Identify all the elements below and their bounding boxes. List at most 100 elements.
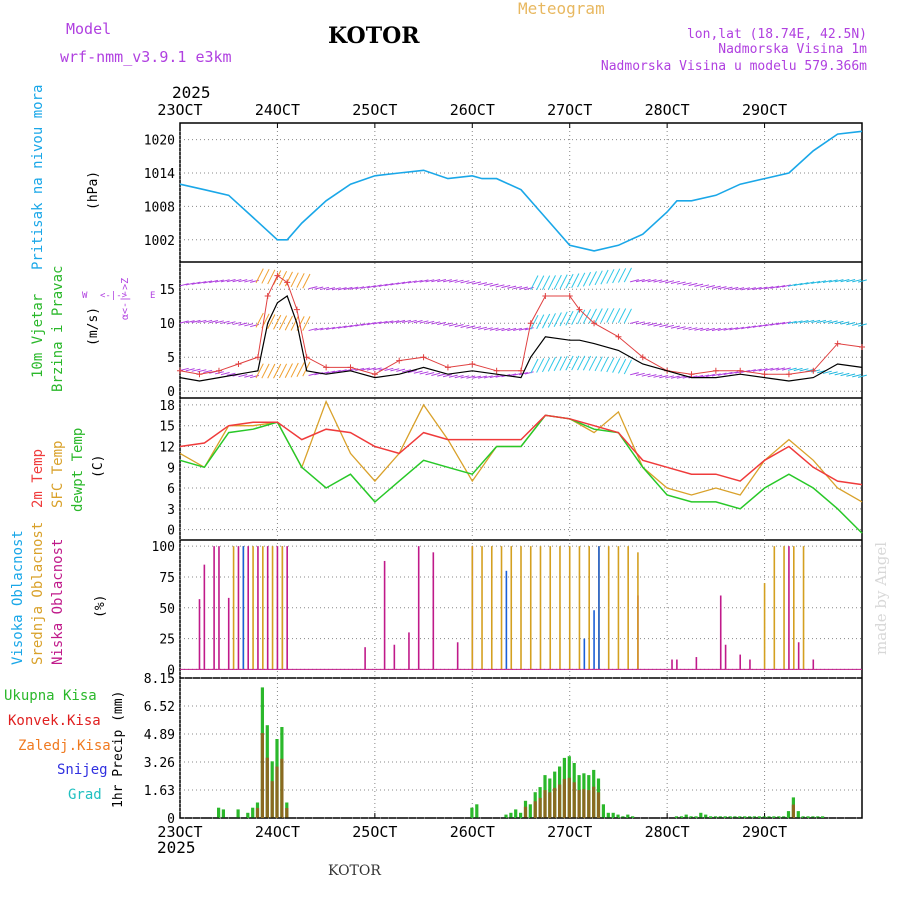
wind-arrow xyxy=(547,356,556,372)
wind-arrow xyxy=(308,372,318,376)
precip-bar xyxy=(606,812,610,818)
wind-arrow xyxy=(565,273,574,289)
wind-arrow xyxy=(776,367,786,371)
precip-bar xyxy=(601,804,605,818)
wind-compass-e: E xyxy=(150,291,155,301)
wind-arrow xyxy=(735,287,745,291)
wind-compass-w: W xyxy=(82,291,88,301)
wind-gust-marker xyxy=(493,367,500,374)
wind-arrow xyxy=(396,281,406,285)
wind-arrow xyxy=(501,284,511,289)
wind-arrow xyxy=(694,327,704,331)
wind-arrow xyxy=(793,320,803,324)
precip-bar xyxy=(811,816,815,818)
temp-ylabel-2: SFC Temp xyxy=(50,441,66,508)
wind-gust-marker xyxy=(303,354,310,361)
precip-bar xyxy=(674,816,679,818)
precip-bar xyxy=(786,811,791,818)
wind-arrow xyxy=(828,320,838,324)
wind-arrow xyxy=(472,375,482,379)
wind-arrow xyxy=(805,368,815,372)
wind-arrow xyxy=(606,269,615,284)
wind-arrow xyxy=(226,372,236,376)
wind-gust-marker xyxy=(420,354,427,361)
wind-arrow xyxy=(741,287,751,291)
wind-arrow xyxy=(501,327,511,332)
wind-arrow xyxy=(226,321,236,325)
y-tick-label: 15 xyxy=(159,283,175,298)
wind-arrow xyxy=(647,374,657,378)
wind-gust-marker xyxy=(284,279,291,286)
wind-arrow xyxy=(413,320,423,324)
wind-arrow xyxy=(659,279,669,283)
wind-gust-marker xyxy=(639,354,646,361)
precip-bar xyxy=(631,816,635,818)
wind-gust-marker xyxy=(264,293,271,299)
x-tick-label-bottom: 28OCT xyxy=(645,823,690,841)
wind-arrow xyxy=(811,280,821,285)
wind-arrow xyxy=(278,315,288,331)
wind-arrow xyxy=(402,369,412,373)
wind-arrow xyxy=(571,355,580,371)
wind-arrow xyxy=(665,375,675,379)
precip-bar xyxy=(728,816,732,818)
year-top: 2025 xyxy=(172,83,211,102)
wind-arrow xyxy=(390,282,400,286)
lonlat: lon,lat (18.74E, 42.5N) xyxy=(687,27,867,42)
watermark: made by Angel xyxy=(872,542,890,655)
temp2m-line xyxy=(179,414,863,486)
precip-bar-conv xyxy=(275,766,279,818)
wind-gust-marker xyxy=(518,367,524,374)
precip-bar-conv xyxy=(285,808,289,818)
precip-bar-conv xyxy=(538,797,542,818)
wind-gust-marker xyxy=(196,371,203,378)
wind-arrow xyxy=(623,359,632,375)
wind-arrow xyxy=(220,320,230,324)
precip-bar-conv xyxy=(523,806,528,818)
precip-bar-conv xyxy=(260,733,264,818)
wind-arrow xyxy=(799,368,809,372)
wind-arrow xyxy=(764,367,774,371)
wind-arrow xyxy=(735,326,745,330)
wind-arrow xyxy=(372,367,382,371)
wind-arrow xyxy=(197,369,207,373)
wind-arrow xyxy=(781,321,791,325)
precip-bar xyxy=(743,816,747,818)
wind-gust-marker xyxy=(293,306,300,313)
pressure-panel: Pritisak na nivou mora (hPa) 1020 1014 100… xyxy=(30,85,863,270)
wind-arrow xyxy=(635,321,645,325)
x-tick-label-top: 24OCT xyxy=(255,101,300,119)
x-tick-label-bottom: 26OCT xyxy=(450,823,495,841)
wind-arrow xyxy=(729,371,739,375)
meteogram-label: Meteogram xyxy=(518,0,605,18)
precip-bar xyxy=(689,816,693,818)
wind-arrow xyxy=(419,279,429,283)
wind-arrow xyxy=(390,320,400,324)
wind-arrow xyxy=(665,280,675,284)
wind-arrow xyxy=(431,321,441,325)
wind-arrow xyxy=(209,279,219,284)
wind-arrow xyxy=(513,286,523,290)
wind-gust-marker xyxy=(859,344,865,350)
legend-total: Ukupna Kisa xyxy=(4,688,97,704)
station-title: KOTOR xyxy=(328,23,420,49)
precip-bar xyxy=(772,816,776,818)
x-tick-label-bottom: 27OCT xyxy=(547,823,592,841)
wind-arrow xyxy=(717,372,727,376)
wind-arrow xyxy=(787,283,797,287)
wind-arrow xyxy=(541,357,551,373)
wind-arrow xyxy=(793,367,803,372)
wind-arrow xyxy=(296,362,305,378)
wind-arrow xyxy=(209,320,219,324)
precip-bar xyxy=(217,807,221,818)
wind-arrow xyxy=(466,375,476,379)
wind-arrow xyxy=(653,279,663,283)
wind-arrow xyxy=(559,355,568,371)
wind-arrow xyxy=(273,363,282,379)
precip-bar xyxy=(709,816,713,818)
wind-arrow xyxy=(518,286,528,290)
wind-arrow xyxy=(711,373,721,377)
wind-series xyxy=(177,272,865,382)
precip-bar-conv xyxy=(577,790,581,818)
y-tick-label: 3.26 xyxy=(144,756,175,771)
